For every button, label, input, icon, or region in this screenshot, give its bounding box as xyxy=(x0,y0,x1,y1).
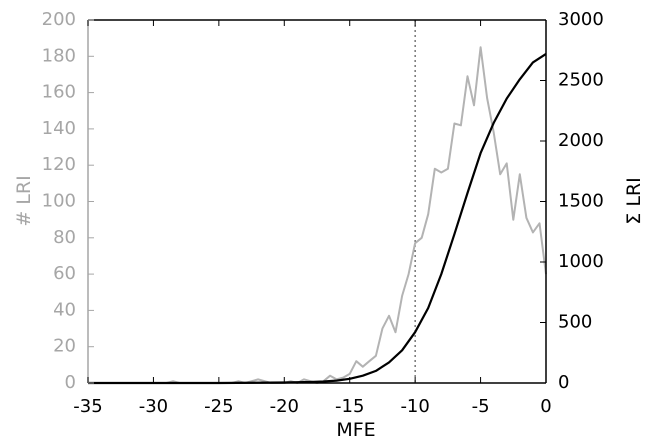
x-tick-label: -15 xyxy=(335,396,364,417)
x-tick-label: -25 xyxy=(204,396,233,417)
y-right-tick-label: 1000 xyxy=(558,251,604,272)
series-cumulative-line xyxy=(88,52,547,385)
y-left-tick-label: 160 xyxy=(42,82,76,103)
y-left-tick-label: 200 xyxy=(42,9,76,30)
x-tick-label: -20 xyxy=(270,396,299,417)
y-left-tick-label: 80 xyxy=(53,227,76,248)
y-left-tick-label: 20 xyxy=(53,336,76,357)
y-right-tick-label: 1500 xyxy=(558,191,604,212)
y-right-tick-label: 0 xyxy=(558,372,569,393)
x-tick-label: -5 xyxy=(472,396,490,417)
y-left-tick-label: 60 xyxy=(53,263,76,284)
y-right-tick-label: 500 xyxy=(558,312,592,333)
y-right-tick-label: 3000 xyxy=(558,9,604,30)
y-axis-right-label: Σ LRI xyxy=(623,177,645,224)
x-tick-label: -35 xyxy=(73,396,102,417)
y-right-tick-label: 2000 xyxy=(558,130,604,151)
y-left-tick-label: 0 xyxy=(65,372,76,393)
x-axis-label: MFE xyxy=(336,419,375,441)
x-tick-label: -10 xyxy=(400,396,429,417)
x-tick-label: 0 xyxy=(540,396,551,417)
y-left-tick-label: 140 xyxy=(42,118,76,139)
y-left-tick-label: 40 xyxy=(53,299,76,320)
y-left-tick-label: 120 xyxy=(42,154,76,175)
x-tick-label: -30 xyxy=(139,396,168,417)
y-axis-left-label: # LRI xyxy=(13,175,35,226)
plot-area xyxy=(88,20,546,383)
y-left-tick-label: 100 xyxy=(42,191,76,212)
y-left-tick-label: 180 xyxy=(42,45,76,66)
ticks-group: -35 -30 -25 -20 -15 -10 -5 00204060801001201401… xyxy=(42,9,604,417)
y-right-tick-label: 2500 xyxy=(558,70,604,91)
